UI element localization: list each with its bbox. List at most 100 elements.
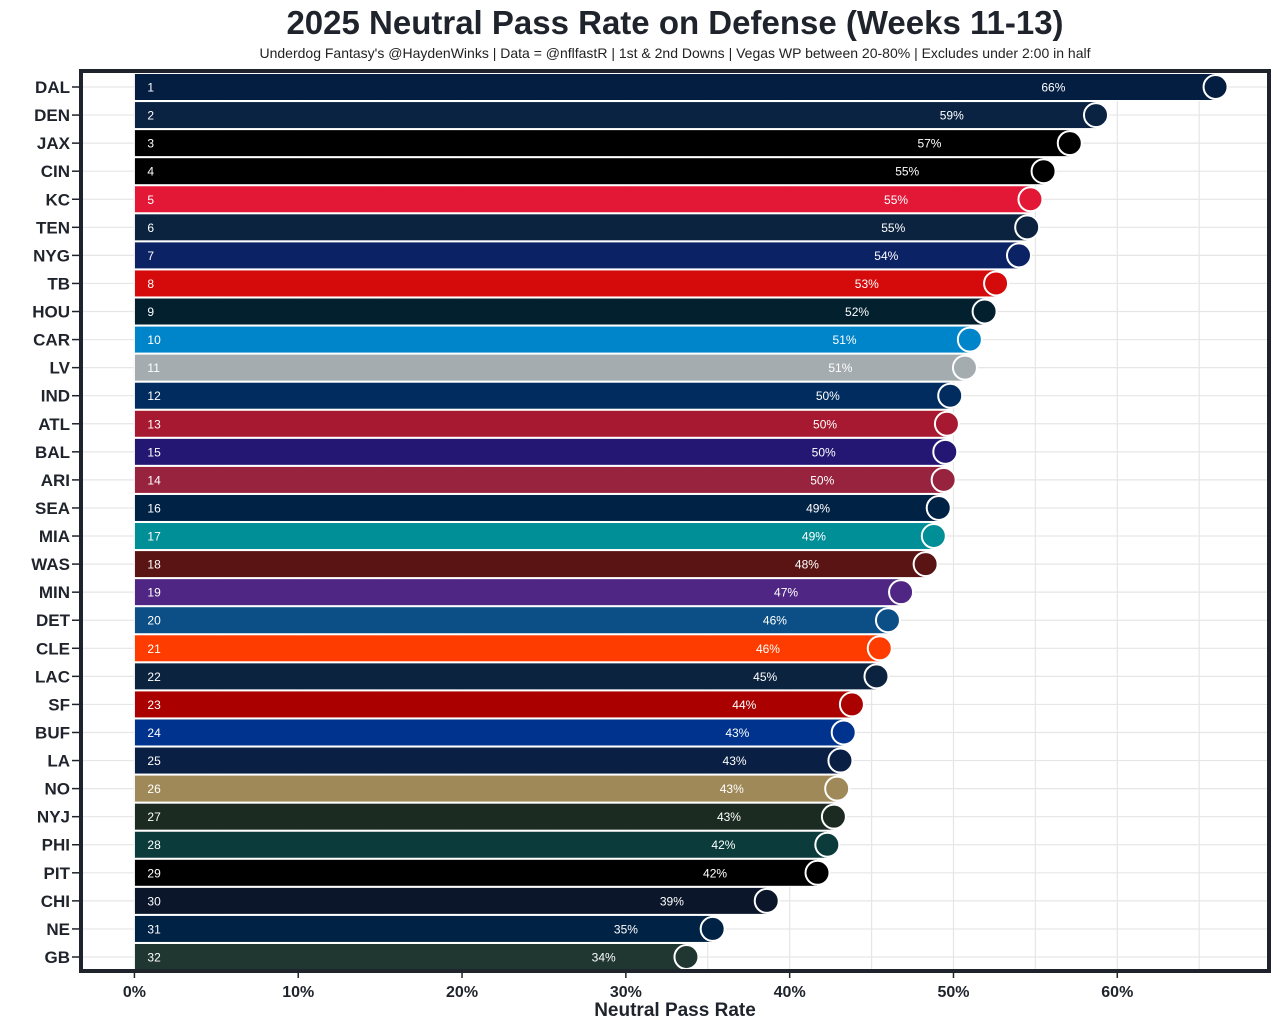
team-tick-label: MIA: [39, 527, 70, 546]
bar-buf: [133, 718, 845, 747]
bar-gb: [133, 943, 687, 971]
team-tick-label: PHI: [42, 836, 70, 855]
team-logo-ten: [1014, 214, 1041, 241]
team-logo-sea: [925, 494, 952, 521]
team-tick-label: ARI: [41, 471, 70, 490]
rank-label: 19: [147, 586, 161, 600]
value-label: 45%: [753, 670, 777, 684]
team-logo-tb: [983, 270, 1010, 297]
value-label: 49%: [802, 530, 826, 544]
rank-label: 10: [147, 333, 161, 347]
value-label: 50%: [816, 389, 840, 403]
team-tick-label: CIN: [41, 162, 70, 181]
value-label: 46%: [763, 614, 787, 628]
rank-label: 12: [147, 389, 161, 403]
team-logo-ind: [937, 382, 964, 409]
value-label: 50%: [813, 417, 837, 431]
team-tick-label: GB: [45, 948, 71, 967]
x-tick-label: 20%: [446, 984, 478, 1001]
team-logo-bal: [932, 438, 959, 465]
value-label: 50%: [812, 445, 836, 459]
team-tick-label: LA: [47, 752, 70, 771]
team-logo-cin: [1030, 158, 1057, 185]
rank-label: 9: [147, 305, 154, 319]
rank-label: 22: [147, 670, 161, 684]
team-logo-gb: [673, 944, 700, 970]
team-logo-phi: [814, 831, 841, 858]
value-label: 55%: [884, 193, 908, 207]
team-logo-sf: [838, 691, 865, 718]
team-tick-label: BAL: [35, 443, 70, 462]
rank-label: 23: [147, 698, 161, 712]
team-tick-label: HOU: [32, 303, 70, 322]
value-label: 53%: [855, 277, 879, 291]
value-label: 42%: [711, 838, 735, 852]
team-tick-label: PIT: [44, 864, 71, 883]
team-tick-label: DEN: [34, 106, 70, 125]
team-logo-det: [874, 607, 901, 634]
rank-label: 29: [147, 866, 161, 880]
team-logo-buf: [830, 719, 857, 746]
team-logo-cle: [866, 635, 893, 662]
x-tick-label: 50%: [937, 984, 969, 1001]
x-tick-label: 30%: [610, 984, 642, 1001]
rank-label: 20: [147, 614, 161, 628]
team-tick-label: JAX: [37, 134, 71, 153]
rank-label: 24: [147, 726, 161, 740]
value-label: 48%: [795, 558, 819, 572]
value-label: 43%: [723, 754, 747, 768]
team-logo-nyg: [1006, 242, 1033, 269]
value-label: 55%: [895, 165, 919, 179]
team-logo-hou: [971, 298, 998, 325]
bar-ari: [133, 465, 945, 494]
rank-label: 7: [147, 249, 154, 263]
value-label: 49%: [806, 501, 830, 515]
rank-label: 27: [147, 810, 161, 824]
rank-label: 5: [147, 193, 154, 207]
team-logo-den: [1082, 102, 1109, 129]
team-tick-label: IND: [41, 387, 70, 406]
rank-label: 32: [147, 951, 161, 965]
team-tick-label: SF: [48, 695, 70, 714]
bar-sea: [133, 493, 940, 522]
value-label: 43%: [717, 810, 741, 824]
x-tick-label: 60%: [1101, 984, 1133, 1001]
bar-dal: [133, 73, 1217, 101]
team-logo-min: [888, 579, 915, 606]
rank-label: 15: [147, 445, 161, 459]
x-tick-label: 10%: [282, 984, 314, 1001]
team-logo-lv: [951, 354, 978, 381]
value-label: 50%: [810, 473, 834, 487]
team-tick-label: NO: [45, 780, 71, 799]
team-logo-atl: [933, 410, 960, 437]
value-label: 42%: [703, 866, 727, 880]
team-tick-label: WAS: [31, 555, 70, 574]
team-tick-label: DET: [36, 611, 71, 630]
team-tick-label: BUF: [35, 723, 70, 742]
value-label: 47%: [774, 586, 798, 600]
rank-label: 28: [147, 838, 161, 852]
team-tick-label: TB: [47, 274, 70, 293]
team-tick-label: DAL: [35, 78, 70, 97]
team-tick-label: LV: [50, 359, 71, 378]
x-axis-label: Neutral Pass Rate: [594, 1000, 756, 1021]
bar-lv: [133, 353, 966, 382]
team-logo-ne: [699, 915, 726, 942]
rank-label: 8: [147, 277, 154, 291]
team-tick-label: NE: [46, 920, 70, 939]
team-tick-label: TEN: [36, 218, 70, 237]
team-tick-label: KC: [45, 190, 70, 209]
bar-was: [133, 550, 927, 579]
team-logo-pit: [804, 859, 831, 886]
value-label: 51%: [833, 333, 857, 347]
team-logo-lac: [863, 663, 890, 690]
value-label: 51%: [828, 361, 852, 375]
x-tick-label: 0%: [123, 984, 146, 1001]
bar-ten: [133, 213, 1028, 242]
value-label: 55%: [881, 221, 905, 235]
team-tick-label: NYJ: [37, 808, 70, 827]
bar-chi: [133, 886, 768, 915]
bar-tb: [133, 269, 997, 298]
bar-nyj: [133, 802, 835, 831]
bar-lac: [133, 662, 877, 691]
